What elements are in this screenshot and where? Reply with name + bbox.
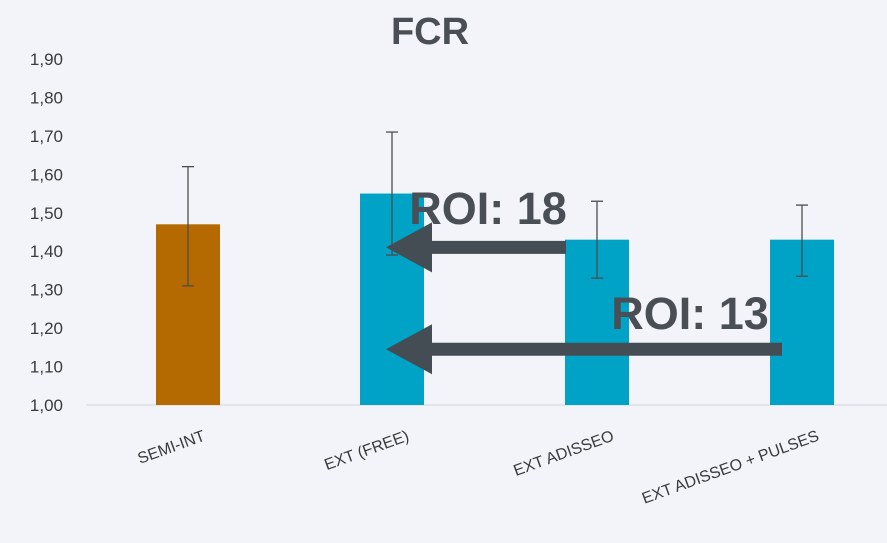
roi-label-2: ROI: 13 (611, 288, 769, 339)
category-label: SEMI-INT (136, 428, 208, 468)
y-tick-label: 1,40 (30, 242, 63, 261)
roi-arrow-2 (386, 324, 782, 375)
roi-arrow-1 (386, 222, 566, 273)
y-tick-label: 1,50 (30, 204, 63, 223)
chart-title: FCR (391, 11, 469, 53)
y-tick-label: 1,20 (30, 319, 63, 338)
y-tick-label: 1,90 (30, 50, 63, 69)
category-label: EXT (FREE) (322, 428, 411, 474)
error-bar-1 (182, 165, 194, 287)
category-label: EXT ADISSEO (511, 428, 616, 480)
roi-label-1: ROI: 18 (409, 183, 567, 234)
y-tick-label: 1,00 (30, 396, 63, 415)
y-tick-label: 1,60 (30, 165, 63, 184)
category-label: EXT ADISSEO + PULSES (640, 428, 821, 508)
y-axis-ticks: 1,00 1,10 1,20 1,30 1,40 1,50 1,60 1,70 1,80 1,90 (30, 50, 63, 415)
error-bar-2 (386, 131, 398, 256)
roi-annotations: ROI: 18 ROI: 13 (386, 183, 782, 375)
y-tick-label: 1,10 (30, 358, 63, 377)
y-tick-label: 1,70 (30, 127, 63, 146)
y-tick-label: 1,80 (30, 88, 63, 107)
y-tick-label: 1,30 (30, 281, 63, 300)
error-bars (182, 131, 808, 287)
error-bar-4 (796, 204, 808, 277)
x-axis-categories: SEMI-INT EXT (FREE) EXT ADISSEO EXT ADISSEO… (136, 428, 822, 508)
error-bar-3 (591, 200, 603, 279)
